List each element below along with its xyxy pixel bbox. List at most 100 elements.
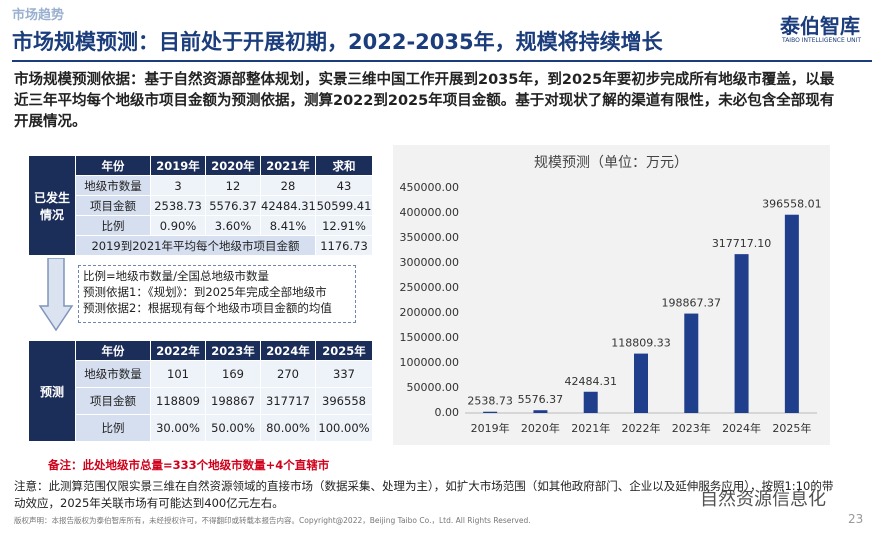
table-cell: 317717 bbox=[260, 387, 316, 415]
x-tick-label: 2022年 bbox=[622, 421, 661, 435]
copyright: 版权声明：本报告版权为泰伯智库所有，未经授权许可，不得翻印或转载本报告内容。Co… bbox=[14, 516, 531, 525]
y-tick-label: 0.00 bbox=[435, 406, 460, 419]
page-number: 23 bbox=[848, 512, 864, 526]
bar bbox=[734, 254, 749, 413]
header-cell: 2019年 bbox=[150, 155, 206, 176]
footnote: 注意：此测算范围仅限实景三维在自然资源领域的直接市场（数据采集、处理为主），如扩… bbox=[14, 479, 834, 510]
history-table: 已发生情况 年份 2019年 2020年 2021年 求和 地级市数量 3 12 28 43 项目金额… bbox=[28, 155, 373, 256]
side-label: 预测 bbox=[28, 340, 76, 442]
header-row: 已发生情况 年份 2019年 2020年 2021年 求和 bbox=[28, 155, 373, 256]
table-cell: 396558 bbox=[315, 387, 373, 415]
bar bbox=[684, 313, 699, 413]
watermark: 自然资源信息化 bbox=[700, 489, 826, 510]
table-cell: 项目金额 bbox=[75, 195, 151, 216]
table-cell: 270 bbox=[260, 360, 316, 388]
x-tick-label: 2020年 bbox=[521, 421, 560, 435]
header-cell: 2023年 bbox=[205, 340, 261, 361]
logo-sub: TAIBO INTELLIGENCE UNIT bbox=[782, 37, 862, 44]
summary-label: 2019到2021年平均每个地级市项目金额 bbox=[75, 235, 316, 256]
table-cell: 3.60% bbox=[205, 215, 261, 236]
table-cell: 0.90% bbox=[150, 215, 206, 236]
table-cell: 12.91% bbox=[315, 215, 373, 236]
y-tick-label: 400000.00 bbox=[400, 206, 460, 219]
table-row: 地级市数量 101 169 270 337 bbox=[29, 360, 373, 388]
section-label: 市场趋势 bbox=[12, 8, 65, 23]
description: 市场规模预测依据：基于自然资源部整体规划，实景三维中国工作开展到2035年，到2… bbox=[14, 72, 835, 130]
value-label: 5576.37 bbox=[518, 393, 564, 406]
down-arrow bbox=[38, 258, 74, 332]
chart-title: 规模预测（单位：万元） bbox=[534, 155, 688, 171]
note-line: 预测依据1：《规划》：到2025年完成全部地级市 bbox=[83, 285, 327, 299]
bar bbox=[583, 391, 598, 413]
table-cell: 地级市数量 bbox=[75, 360, 151, 388]
bar bbox=[483, 411, 498, 413]
notes-box: 比例=地级市数量/全国总地级市数量 预测依据1：《规划》：到2025年完成全部地级… bbox=[78, 265, 356, 323]
table-cell: 2538.73 bbox=[150, 195, 206, 216]
header-cell: 年份 bbox=[75, 155, 151, 176]
summary-row: 2019到2021年平均每个地级市项目金额 1176.73 bbox=[29, 235, 373, 256]
table-row: 项目金额 118809 198867 317717 396558 bbox=[29, 387, 373, 415]
header-cell: 2020年 bbox=[205, 155, 261, 176]
y-tick-label: 450000.00 bbox=[400, 181, 460, 194]
table-cell: 项目金额 bbox=[75, 387, 151, 415]
table-cell: 118809 bbox=[150, 387, 206, 415]
value-label: 317717.10 bbox=[712, 237, 772, 250]
table-cell: 80.00% bbox=[260, 414, 316, 442]
table-row: 项目金额 2538.73 5576.37 42484.31 50599.41 bbox=[29, 195, 373, 216]
header-cell: 2022年 bbox=[150, 340, 206, 361]
y-tick-label: 250000.00 bbox=[400, 281, 460, 294]
table-cell: 169 bbox=[205, 360, 261, 388]
table-cell: 337 bbox=[315, 360, 373, 388]
x-tick-label: 2024年 bbox=[722, 421, 761, 435]
table-cell: 3 bbox=[150, 175, 206, 196]
note-line: 预测依据2：根据现有每个地级市项目金额的均值 bbox=[83, 301, 332, 315]
table-cell: 比例 bbox=[75, 414, 151, 442]
x-tick-label: 2019年 bbox=[471, 421, 510, 435]
bar bbox=[634, 353, 648, 413]
table-cell: 12 bbox=[205, 175, 261, 196]
header-cell: 年份 bbox=[75, 340, 151, 361]
y-tick-label: 350000.00 bbox=[400, 231, 460, 244]
table-row: 比例 0.90% 3.60% 8.41% 12.91% bbox=[29, 215, 373, 236]
x-tick-label: 2023年 bbox=[672, 421, 711, 435]
table-cell: 30.00% bbox=[150, 414, 206, 442]
table-cell: 5576.37 bbox=[205, 195, 261, 216]
logo: 泰伯智库 bbox=[780, 14, 860, 38]
table-row: 地级市数量 3 12 28 43 bbox=[29, 175, 373, 196]
remark: 备注：此处地级市总量=333个地级市数量+4个直辖市 bbox=[48, 458, 330, 472]
table-cell: 50599.41 bbox=[315, 195, 373, 216]
table-cell: 198867 bbox=[205, 387, 261, 415]
value-label: 396558.01 bbox=[762, 198, 822, 211]
y-tick-label: 300000.00 bbox=[400, 256, 460, 269]
value-label: 198867.37 bbox=[662, 297, 722, 310]
y-tick-label: 150000.00 bbox=[400, 331, 460, 344]
header-rule bbox=[12, 60, 872, 62]
table-cell: 地级市数量 bbox=[75, 175, 151, 196]
y-tick-label: 100000.00 bbox=[400, 356, 460, 369]
table-cell: 50.00% bbox=[205, 414, 261, 442]
header-cell: 2024年 bbox=[260, 340, 316, 361]
table-cell: 28 bbox=[260, 175, 316, 196]
forecast-table: 预测 年份 2022年 2023年 2024年 2025年 地级市数量 101 169 270 33… bbox=[28, 340, 373, 442]
y-tick-label: 50000.00 bbox=[407, 381, 460, 394]
table-cell: 8.41% bbox=[260, 215, 316, 236]
value-label: 118809.33 bbox=[611, 337, 671, 350]
value-label: 2538.73 bbox=[467, 395, 513, 408]
bar-chart: 规模预测（单位：万元） 0.00 50000.00 100000.00 150000.… bbox=[393, 145, 830, 445]
x-tick-label: 2021年 bbox=[571, 421, 610, 435]
bar bbox=[533, 410, 548, 413]
header-cell: 2021年 bbox=[260, 155, 316, 176]
header-row: 预测 年份 2022年 2023年 2024年 2025年 bbox=[28, 340, 373, 442]
table-cell: 42484.31 bbox=[260, 195, 316, 216]
y-tick-label: 200000.00 bbox=[400, 306, 460, 319]
x-tick-label: 2025年 bbox=[772, 421, 811, 435]
slide-title: 市场规模预测：目前处于开展初期，2022-2035年，规模将持续增长 bbox=[12, 30, 663, 54]
summary-value: 1176.73 bbox=[315, 235, 373, 256]
value-label: 42484.31 bbox=[564, 375, 617, 388]
table-cell: 101 bbox=[150, 360, 206, 388]
table-cell: 43 bbox=[315, 175, 373, 196]
table-cell: 比例 bbox=[75, 215, 151, 236]
table-row: 比例 30.00% 50.00% 80.00% 100.00% bbox=[29, 414, 373, 442]
bar bbox=[784, 214, 799, 413]
